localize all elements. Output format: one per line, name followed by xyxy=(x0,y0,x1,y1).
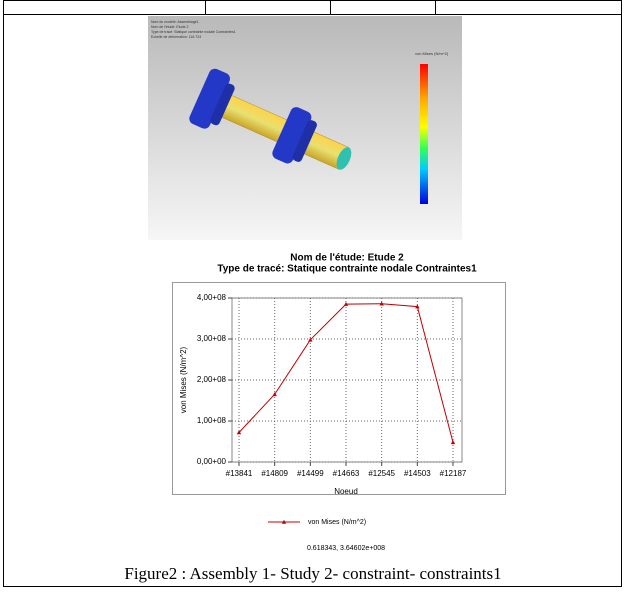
render-info: Nom du modèle: Assemblage1 xyxy=(151,20,199,24)
x-tick-label: #14663 xyxy=(333,469,360,478)
y-tick-label: 4,00+08 xyxy=(197,293,227,302)
y-tick-label: 0,00+00 xyxy=(197,457,227,466)
x-tick-label: #14499 xyxy=(297,469,324,478)
y-tick-label: 2,00+08 xyxy=(197,375,227,384)
legend-label: von Mises (N/m^2) xyxy=(308,519,366,526)
chart-title: Nom de l'étude: Etude 2 xyxy=(290,253,404,264)
render-info: Type de tracé: Statique contrainte nodal… xyxy=(151,30,236,34)
y-axis-label: von Mises (N/m^2) xyxy=(179,346,188,413)
render xyxy=(148,16,462,240)
caption: Figure2 : Assembly 1- Study 2- constrain… xyxy=(124,564,501,583)
x-tick-label: #12545 xyxy=(368,469,395,478)
x-axis-label: Noeud xyxy=(334,487,358,496)
x-tick-label: #14503 xyxy=(404,469,431,478)
y-tick-label: 1,00+08 xyxy=(197,416,227,425)
colorbar-title: von Mises (N/m^2) xyxy=(415,51,449,56)
render-info: Nom de l'étude: Etude 2 xyxy=(151,25,188,29)
x-tick-label: #13841 xyxy=(226,469,253,478)
chart-subtitle: Type de tracé: Statique contrainte nodal… xyxy=(217,264,477,275)
y-tick-label: 3,00+08 xyxy=(197,334,227,343)
page: {"render": {"info": ["Nom du modèle: Ass… xyxy=(0,0,625,587)
figure: Nom du modèle: Assemblage1Nom de l'étude… xyxy=(0,0,625,587)
x-tick-label: #14809 xyxy=(261,469,288,478)
footer: 0.618343, 3.64602e+008 xyxy=(307,545,385,552)
x-tick-label: #12187 xyxy=(440,469,467,478)
render-info: Echelle de déformation: 116.724 xyxy=(151,35,201,39)
